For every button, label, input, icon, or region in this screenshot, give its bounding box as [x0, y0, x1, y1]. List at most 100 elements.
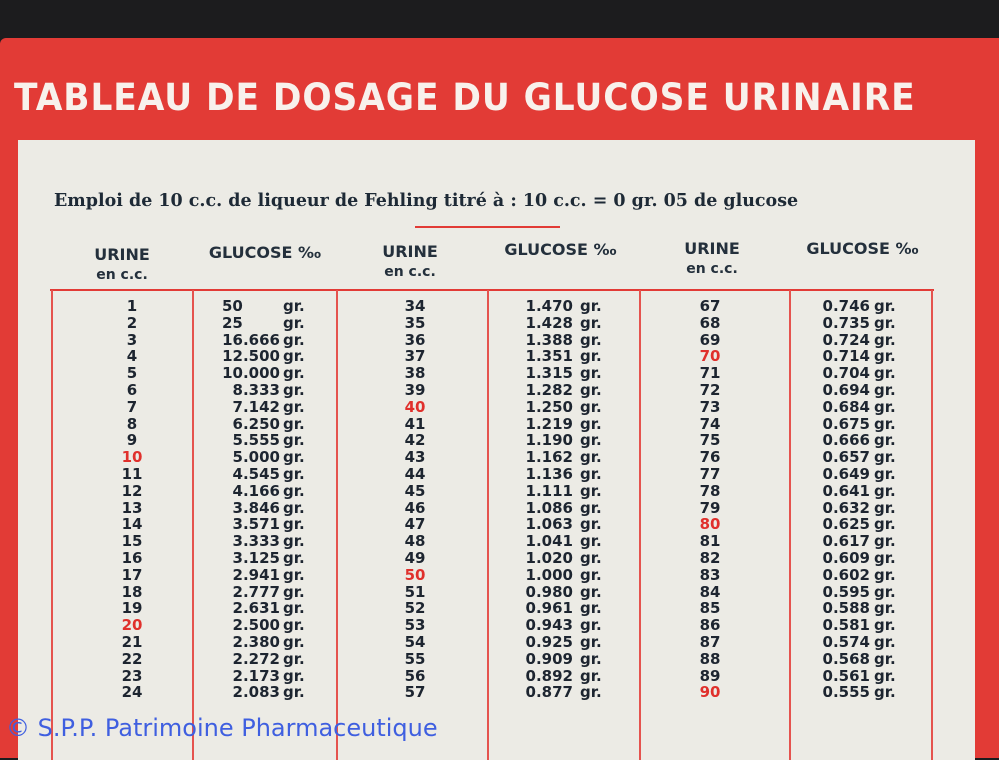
glucose-value-cell: 1.041 — [525, 532, 573, 551]
glucose-unit: gr. — [580, 481, 602, 500]
glucose-value-cell: 1.470 — [525, 297, 573, 315]
urine-cc-cell: 89 — [699, 666, 721, 685]
glucose-unit: gr. — [580, 381, 602, 399]
glucose-value-cell: 0.943 — [525, 616, 573, 635]
header-urine-2: URINE en c.c. — [370, 242, 450, 282]
urine-cc-cell: 39 — [404, 381, 426, 399]
urine-cc-cell: 34 — [404, 297, 426, 315]
glucose-value-cell: 0.609 — [822, 549, 870, 567]
urine-cc-cell: 79 — [699, 498, 721, 517]
urine-cc-cell: 7 — [126, 397, 138, 416]
urine-cc-cell: 17 — [121, 565, 143, 584]
glucose-value-cell: 12.500 — [222, 347, 280, 366]
header-rule — [50, 289, 934, 291]
urine-cc-cell: 86 — [699, 616, 721, 635]
glucose-unit: gr. — [580, 364, 602, 383]
glucose-unit: gr. — [874, 381, 896, 399]
urine-cc-cell: 83 — [699, 565, 721, 584]
header-urine-unit: en c.c. — [96, 267, 148, 283]
glucose-value-cell: 0.694 — [822, 381, 870, 399]
urine-cc-cell: 87 — [699, 633, 721, 651]
column-divider — [192, 290, 194, 760]
urine-cc-cell: 77 — [699, 465, 721, 483]
glucose-unit: gr. — [580, 347, 602, 366]
card-title: TABLEAU DE DOSAGE DU GLUCOSE URINAIRE — [14, 76, 916, 119]
glucose-value-cell: 5.555 — [232, 431, 280, 450]
urine-cc-cell: 4 — [126, 347, 138, 366]
glucose-unit: gr. — [283, 381, 305, 399]
glucose-unit: gr. — [874, 616, 896, 635]
glucose-value-cell: 4.166 — [232, 481, 280, 500]
urine-cc-cell: 11 — [121, 465, 143, 483]
glucose-value-cell: 0.925 — [525, 633, 573, 651]
glucose-value-cell: 0.625 — [822, 515, 870, 534]
glucose-value-cell: 50 — [222, 297, 243, 315]
urine-cc-cell: 84 — [699, 582, 721, 601]
urine-cc-cell: 13 — [121, 498, 143, 517]
urine-cc-cell: 48 — [404, 532, 426, 551]
glucose-unit: gr. — [874, 549, 896, 567]
glucose-unit: gr. — [580, 498, 602, 517]
table-panel — [18, 140, 975, 760]
subtitle-underline — [415, 226, 560, 228]
urine-cc-cell: 68 — [699, 313, 721, 332]
glucose-value-cell: 1.000 — [525, 565, 573, 584]
urine-cc-cell: 37 — [404, 347, 426, 366]
urine-cc-cell: 18 — [121, 582, 143, 601]
glucose-value-cell: 0.632 — [822, 498, 870, 517]
header-urine-label: URINE — [94, 245, 150, 264]
urine-cc-cell: 35 — [404, 313, 426, 332]
glucose-value-cell: 1.428 — [525, 313, 573, 332]
glucose-value-cell: 4.545 — [232, 465, 280, 483]
glucose-unit: gr. — [580, 448, 602, 467]
glucose-value-cell: 0.649 — [822, 465, 870, 483]
glucose-unit: gr. — [283, 414, 305, 433]
glucose-value-cell: 0.602 — [822, 565, 870, 584]
urine-cc-cell: 82 — [699, 549, 721, 567]
urine-cc-cell: 81 — [699, 532, 721, 551]
urine-cc-cell: 1 — [126, 297, 138, 315]
glucose-value-cell: 1.250 — [525, 397, 573, 416]
urine-cc-cell: 90 — [699, 683, 721, 702]
glucose-unit: gr. — [874, 364, 896, 383]
urine-cc-cell: 70 — [699, 347, 721, 366]
urine-cc-cell: 71 — [699, 364, 721, 383]
glucose-unit: gr. — [283, 532, 305, 551]
urine-cc-cell: 16 — [121, 549, 143, 567]
glucose-unit: gr. — [283, 649, 305, 668]
glucose-value-cell: 5.000 — [232, 448, 280, 467]
glucose-value-cell: 0.595 — [822, 582, 870, 601]
glucose-unit: gr. — [283, 616, 305, 635]
urine-cc-cell: 50 — [404, 565, 426, 584]
glucose-value-cell: 1.136 — [525, 465, 573, 483]
glucose-value-cell: 2.380 — [232, 633, 280, 651]
glucose-value-cell: 1.162 — [525, 448, 573, 467]
glucose-value-cell: 0.568 — [822, 649, 870, 668]
glucose-unit: gr. — [874, 532, 896, 551]
glucose-unit: gr. — [580, 397, 602, 416]
glucose-value-cell: 0.555 — [822, 683, 870, 702]
urine-cc-cell: 38 — [404, 364, 426, 383]
glucose-value-cell: 0.641 — [822, 481, 870, 500]
glucose-value-cell: 2.272 — [232, 649, 280, 668]
column-divider — [487, 290, 489, 760]
glucose-value-cell: 1.111 — [525, 481, 573, 500]
urine-cc-cell: 23 — [121, 666, 143, 685]
glucose-value-cell: 0.684 — [822, 397, 870, 416]
glucose-unit: gr. — [874, 330, 896, 349]
glucose-value-cell: 0.581 — [822, 616, 870, 635]
glucose-unit: gr. — [580, 515, 602, 534]
glucose-unit: gr. — [874, 565, 896, 584]
urine-cc-cell: 75 — [699, 431, 721, 450]
glucose-unit: gr. — [283, 465, 305, 483]
glucose-value-cell: 3.846 — [232, 498, 280, 517]
glucose-unit: gr. — [580, 683, 602, 702]
glucose-value-cell: 0.657 — [822, 448, 870, 467]
glucose-unit: gr. — [283, 330, 305, 349]
glucose-unit: gr. — [874, 498, 896, 517]
glucose-unit: gr. — [283, 364, 305, 383]
glucose-unit: gr. — [580, 649, 602, 668]
urine-cc-cell: 20 — [121, 616, 143, 635]
urine-cc-cell: 67 — [699, 297, 721, 315]
glucose-unit: gr. — [580, 599, 602, 618]
